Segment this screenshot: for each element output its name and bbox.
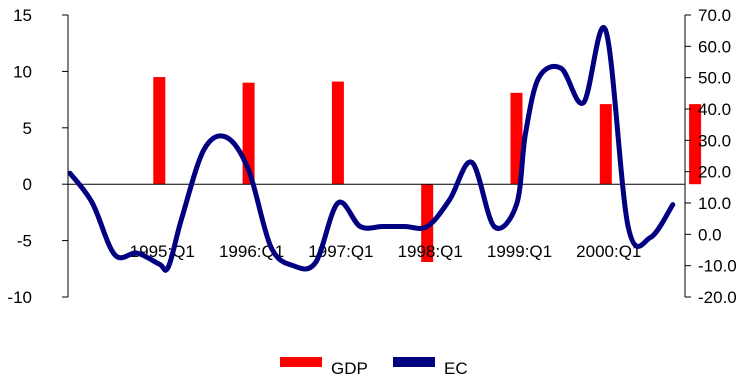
- right-tick-label: 10.0: [698, 194, 731, 213]
- left-tick-label: 5: [23, 119, 32, 138]
- left-tick-label: 0: [23, 175, 32, 194]
- right-tick-label: 70.0: [698, 6, 731, 25]
- left-tick-label: -10: [7, 288, 32, 307]
- gdp-bar: [510, 92, 523, 185]
- left-y-axis: 15 10 5 0 -5 -10: [7, 6, 69, 307]
- legend-label-gdp: GDP: [331, 359, 368, 378]
- ec-line: [67, 25, 676, 273]
- x-tick-label: 2000:Q1: [576, 242, 641, 261]
- right-tick-label: 60.0: [698, 37, 731, 56]
- x-tick-label: 1996:Q1: [219, 242, 284, 261]
- right-tick-label: 20.0: [698, 163, 731, 182]
- x-tick-label: 1998:Q1: [398, 242, 463, 261]
- left-tick-label: -5: [17, 232, 32, 251]
- right-tick-label: 30.0: [698, 131, 731, 150]
- x-tick-label: 1999:Q1: [487, 242, 552, 261]
- left-tick-label: 10: [13, 62, 32, 81]
- legend: GDP EC: [280, 357, 468, 378]
- right-tick-label: 0.0: [698, 225, 722, 244]
- ec-line-series: [67, 25, 676, 273]
- x-axis: 1995:Q1 1996:Q1 1997:Q1 1998:Q1 1999:Q1 2000:…: [68, 183, 685, 261]
- right-tick-label: 50.0: [698, 69, 731, 88]
- gdp-bar: [153, 77, 166, 185]
- gdp-bar: [421, 184, 434, 263]
- right-tick-label: 40.0: [698, 100, 731, 119]
- legend-swatch-gdp: [280, 357, 322, 367]
- gdp-bars: [153, 77, 702, 263]
- gdp-bar: [689, 104, 702, 185]
- legend-swatch-ec: [393, 357, 435, 367]
- right-tick-label: -20.0: [698, 288, 737, 307]
- right-tick-label: -10.0: [698, 257, 737, 276]
- gdp-bar: [331, 81, 344, 185]
- gdp-bar: [599, 104, 612, 185]
- legend-label-ec: EC: [444, 359, 468, 378]
- left-tick-label: 15: [13, 6, 32, 25]
- right-y-axis: 70.0 60.0 50.0 40.0 30.0 20.0 10.0 0.0 -10.0 -20.…: [684, 6, 737, 307]
